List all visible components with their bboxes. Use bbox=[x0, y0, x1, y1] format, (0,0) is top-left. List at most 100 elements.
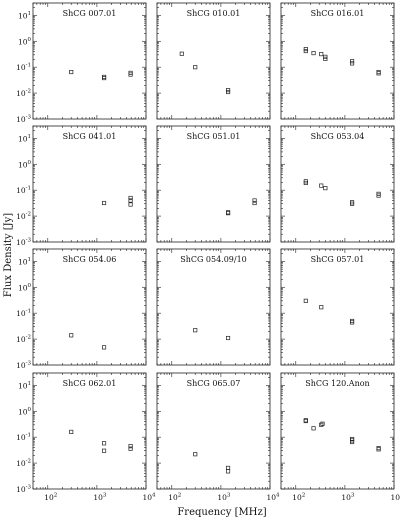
panel-frame bbox=[156, 125, 271, 243]
data-point bbox=[102, 441, 107, 446]
panel-title: ShCG 062.01 bbox=[63, 379, 117, 388]
data-point bbox=[350, 59, 355, 64]
panel: ShCG 051.01 bbox=[156, 125, 271, 243]
panel-title: ShCG 054.06 bbox=[63, 255, 117, 264]
data-point bbox=[226, 211, 231, 216]
panel: 102 103 104 ShCG 065.07 bbox=[156, 372, 280, 503]
data-point bbox=[252, 198, 257, 203]
y-tick-label: 100 bbox=[18, 283, 32, 293]
y-tick-label: 100 bbox=[18, 407, 32, 417]
x-tick-label: 103 bbox=[217, 493, 231, 503]
data-point bbox=[193, 452, 198, 457]
y-tick-label: 10-3 bbox=[16, 361, 31, 371]
data-point bbox=[102, 200, 107, 206]
y-tick-label: 101 bbox=[18, 11, 31, 21]
data-point bbox=[323, 186, 328, 191]
data-point bbox=[376, 193, 381, 198]
data-point bbox=[226, 335, 231, 341]
data-point bbox=[128, 72, 133, 77]
panels: 10-3 10-2 10-1 100 101 ShCG 007.01 ShCG 010.01… bbox=[16, 2, 400, 503]
data-point bbox=[303, 48, 308, 54]
data-point bbox=[376, 71, 381, 76]
data-point bbox=[69, 429, 74, 434]
panel-title: ShCG 054.09/10 bbox=[180, 255, 247, 264]
data-point bbox=[102, 448, 107, 453]
panel: 10-3 10-2 10-1 100 101 102 103 104 ShCG 062.01 bbox=[16, 372, 156, 503]
panel: ShCG 053.04 bbox=[280, 125, 395, 243]
data-point bbox=[102, 345, 107, 350]
y-tick-label: 10-1 bbox=[16, 309, 31, 319]
data-point bbox=[226, 469, 231, 474]
panel: ShCG 016.01 bbox=[280, 2, 395, 120]
panel: 102 103 104 ShCG 120.Anon bbox=[280, 372, 400, 503]
data-point bbox=[319, 305, 324, 310]
y-tick-label: 10-3 bbox=[16, 115, 31, 125]
panel: ShCG 010.01 bbox=[156, 2, 271, 120]
x-tick-label: 102 bbox=[168, 493, 181, 503]
x-tick-label: 104 bbox=[266, 493, 280, 503]
y-tick-label: 101 bbox=[18, 381, 31, 391]
data-point bbox=[179, 51, 184, 56]
data-point bbox=[193, 328, 198, 333]
data-point bbox=[350, 439, 355, 445]
panel-frame bbox=[32, 125, 147, 243]
data-point bbox=[102, 74, 107, 79]
panel: ShCG 054.09/10 bbox=[156, 248, 271, 366]
x-tick-label: 103 bbox=[93, 493, 107, 503]
x-tick-label: 104 bbox=[390, 493, 400, 503]
data-point bbox=[376, 69, 381, 75]
panel-frame bbox=[32, 248, 147, 366]
panel-title: ShCG 007.01 bbox=[63, 9, 117, 18]
panel-title: ShCG 010.01 bbox=[187, 9, 241, 18]
data-point bbox=[319, 183, 324, 188]
data-point bbox=[311, 426, 316, 431]
data-point bbox=[69, 69, 74, 75]
panel-title: ShCG 051.01 bbox=[187, 132, 241, 141]
panel-title: ShCG 016.01 bbox=[311, 9, 365, 18]
data-point bbox=[350, 61, 355, 66]
panel-frame bbox=[156, 248, 271, 366]
x-tick-label: 102 bbox=[292, 493, 305, 503]
y-axis-title: Flux Density [Jy] bbox=[3, 213, 14, 298]
data-point bbox=[350, 201, 355, 206]
panel-frame bbox=[280, 125, 395, 243]
data-point bbox=[226, 89, 231, 95]
y-tick-label: 10-2 bbox=[16, 89, 31, 99]
data-point bbox=[319, 52, 324, 57]
panel-frame bbox=[32, 372, 147, 490]
data-point bbox=[350, 320, 355, 325]
data-point bbox=[128, 202, 133, 207]
data-point bbox=[311, 51, 316, 56]
panel-frame bbox=[280, 248, 395, 366]
y-tick-label: 10-3 bbox=[16, 238, 31, 248]
y-tick-label: 10-3 bbox=[16, 485, 31, 495]
y-tick-label: 10-2 bbox=[16, 335, 31, 345]
y-tick-label: 10-1 bbox=[16, 63, 31, 73]
panel-title: ShCG 041.01 bbox=[63, 132, 117, 141]
data-point bbox=[303, 418, 308, 424]
panel-frame bbox=[156, 372, 271, 490]
x-axis-title: Frequency [MHz] bbox=[177, 507, 266, 518]
panel: ShCG 057.01 bbox=[280, 248, 395, 366]
y-tick-label: 10-1 bbox=[16, 186, 31, 196]
data-point bbox=[376, 447, 381, 452]
data-point bbox=[102, 76, 107, 81]
x-tick-label: 102 bbox=[44, 493, 57, 503]
data-point bbox=[193, 65, 198, 70]
data-point bbox=[128, 195, 133, 201]
data-point bbox=[69, 333, 74, 338]
panel-title: ShCG 065.07 bbox=[187, 379, 241, 388]
panel-frame bbox=[156, 2, 271, 120]
y-tick-label: 10-1 bbox=[16, 433, 31, 443]
y-tick-label: 100 bbox=[18, 160, 32, 170]
data-point bbox=[226, 465, 231, 470]
data-point bbox=[376, 446, 381, 451]
panel-frame bbox=[280, 372, 395, 490]
x-tick-label: 103 bbox=[341, 493, 355, 503]
y-tick-label: 100 bbox=[18, 37, 32, 47]
data-point bbox=[323, 56, 328, 61]
data-point bbox=[128, 446, 133, 451]
data-point bbox=[303, 180, 308, 186]
panel-title: ShCG 120.Anon bbox=[305, 379, 369, 388]
